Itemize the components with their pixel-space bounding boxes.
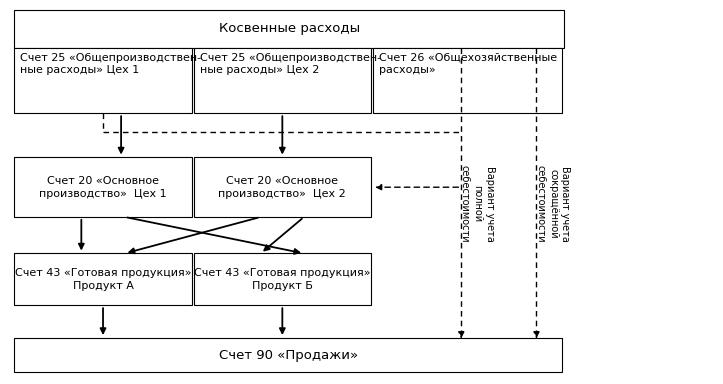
Text: Счет 20 «Основное
производство»  Цех 2: Счет 20 «Основное производство» Цех 2: [218, 176, 346, 199]
Text: Вариант учета
сокращённой
себестоимости: Вариант учета сокращённой себестоимости: [536, 165, 570, 242]
Text: Вариант учета
полной
себестоимости: Вариант учета полной себестоимости: [460, 165, 495, 242]
FancyBboxPatch shape: [373, 48, 562, 113]
Text: Счет 25 «Общепроизводствен-
ные расходы» Цех 1: Счет 25 «Общепроизводствен- ные расходы»…: [20, 53, 202, 75]
FancyBboxPatch shape: [194, 253, 371, 305]
Text: Счет 20 «Основное
производство»  Цех 1: Счет 20 «Основное производство» Цех 1: [39, 176, 167, 199]
Text: Счет 25 «Общепроизводствен-
ные расходы» Цех 2: Счет 25 «Общепроизводствен- ные расходы»…: [200, 53, 381, 75]
Text: Счет 43 «Готовая продукция»
Продукт А: Счет 43 «Готовая продукция» Продукт А: [14, 268, 192, 291]
FancyBboxPatch shape: [194, 48, 371, 113]
Text: Счет 43 «Готовая продукция»
Продукт Б: Счет 43 «Готовая продукция» Продукт Б: [194, 268, 371, 291]
FancyBboxPatch shape: [14, 157, 192, 217]
FancyBboxPatch shape: [14, 338, 562, 372]
Text: Счет 26 «Общехозяйственные
расходы»: Счет 26 «Общехозяйственные расходы»: [379, 53, 557, 75]
FancyBboxPatch shape: [14, 48, 192, 113]
FancyBboxPatch shape: [14, 253, 192, 305]
FancyBboxPatch shape: [14, 10, 564, 48]
Text: Счет 90 «Продажи»: Счет 90 «Продажи»: [219, 349, 358, 362]
Text: Косвенные расходы: Косвенные расходы: [218, 22, 360, 35]
FancyBboxPatch shape: [194, 157, 371, 217]
